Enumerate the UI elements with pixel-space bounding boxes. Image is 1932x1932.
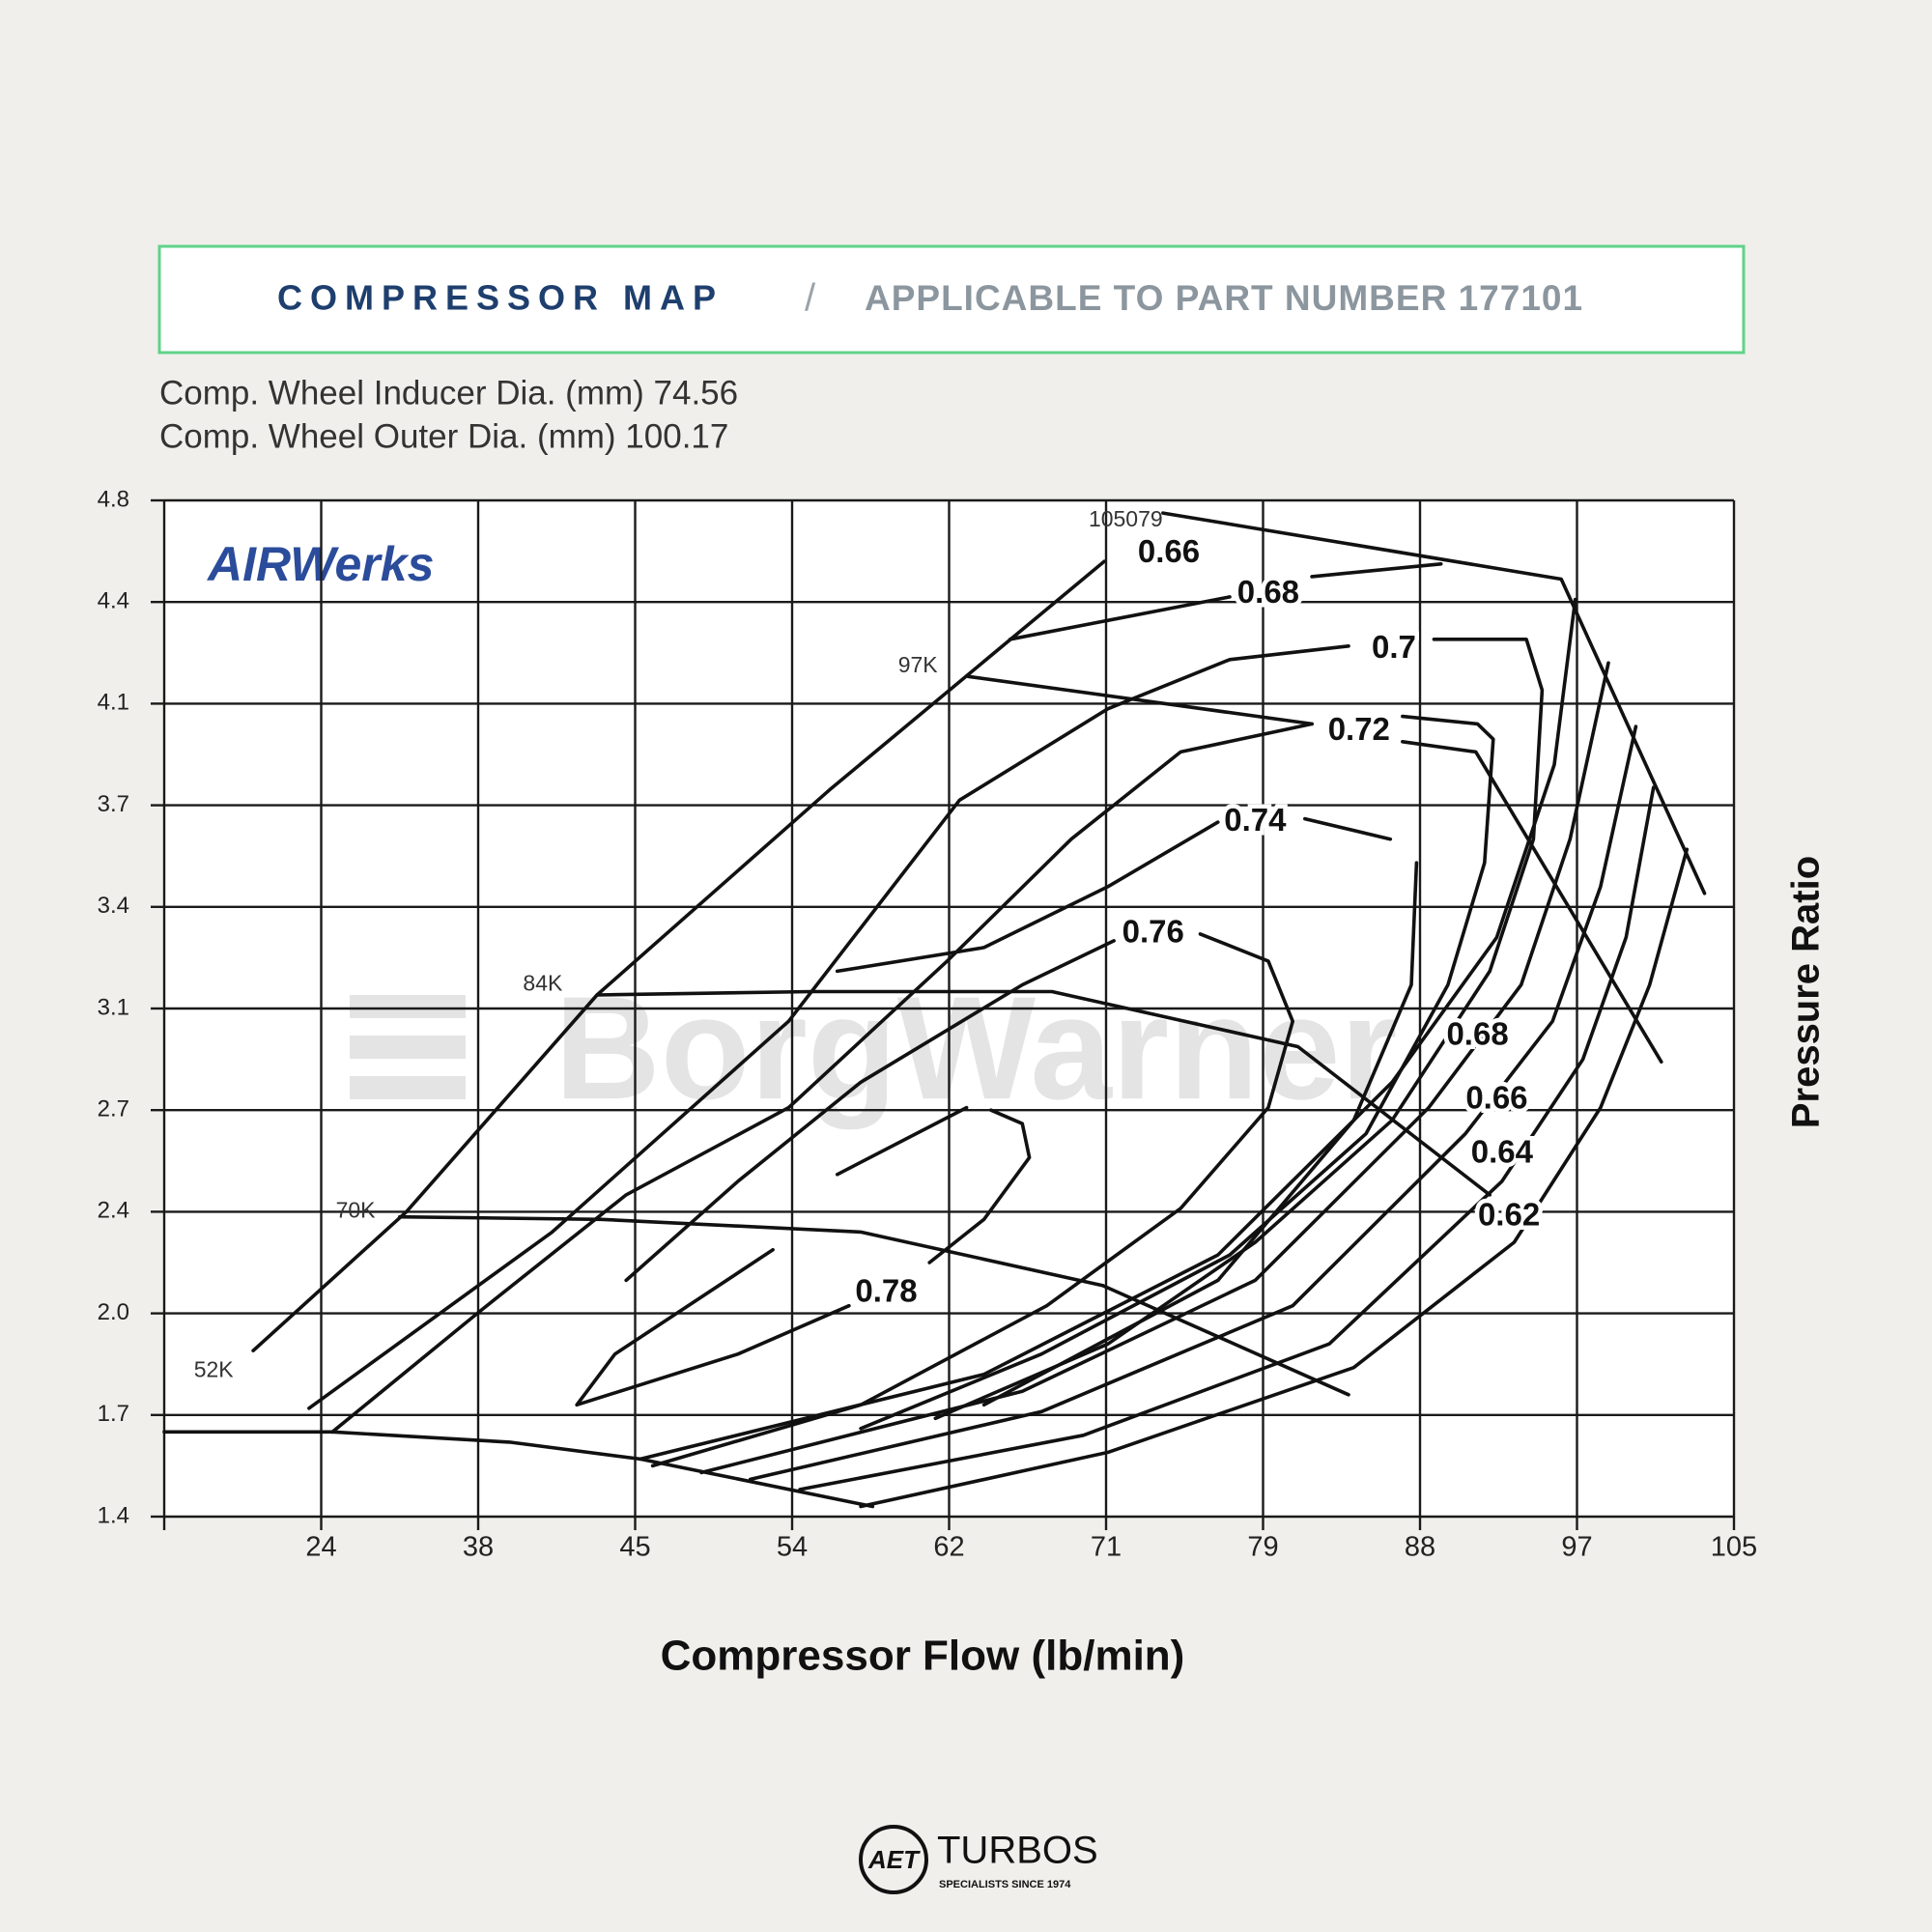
footer-logo: AET TURBOS SPECIALISTS SINCE 1974 <box>859 1825 1098 1894</box>
x-tick-label: 38 <box>463 1532 494 1563</box>
efficiency-contour <box>307 644 1350 1410</box>
speed-line <box>1161 511 1707 895</box>
speed-line <box>162 1430 875 1509</box>
header-box <box>157 244 1746 355</box>
efficiency-contour <box>330 722 1314 1435</box>
efficiency-contour <box>650 932 1294 1468</box>
efficiency-label: 0.78 <box>855 1272 917 1308</box>
efficiency-label: 0.68 <box>1446 1016 1508 1052</box>
speed-label: 105079 <box>1089 506 1163 531</box>
speed-line <box>398 1214 1350 1397</box>
y-tick-label: 2.7 <box>98 1096 129 1122</box>
speed-label: 70K <box>336 1197 377 1222</box>
efficiency-contour <box>748 724 1638 1482</box>
y-axis-title: Pressure Ratio <box>1785 856 1828 1128</box>
efficiency-contour <box>981 861 1419 1407</box>
speed-label: 84K <box>523 971 563 996</box>
y-tick-label: 2.0 <box>98 1299 129 1325</box>
efficiency-contour <box>835 1105 969 1177</box>
spec-line: Comp. Wheel Outer Dia. (mm) 100.17 <box>159 417 728 455</box>
efficiency-label: 0.66 <box>1465 1079 1527 1115</box>
speed-label: 52K <box>194 1356 235 1381</box>
x-tick-label: 79 <box>1247 1532 1278 1563</box>
y-tick-label: 2.4 <box>98 1198 129 1224</box>
badge-ring <box>859 1825 928 1894</box>
plot: 1.4 1.7 2.0 2.4 2.7 3.1 3.4 3.7 4.1 4.4 4.8 24 38 45 5… <box>98 486 1758 1562</box>
y-tick-label: 3.7 <box>98 791 129 817</box>
efficiency-contour <box>699 661 1610 1475</box>
speed-line <box>595 989 1492 1197</box>
x-axis-title: Compressor Flow (lb/min) <box>661 1633 1185 1680</box>
efficiency-contour <box>639 597 1577 1462</box>
efficiency-label: 0.72 <box>1328 711 1390 747</box>
efficiency-label: 0.74 <box>1224 802 1287 838</box>
efficiency-label: 0.68 <box>1237 574 1299 610</box>
logo: AIRWerks <box>206 537 434 591</box>
y-tick-label: 4.4 <box>98 588 129 614</box>
x-tick-label: 54 <box>777 1532 808 1563</box>
y-tick-label: 4.1 <box>98 690 129 716</box>
y-tick-label: 1.4 <box>98 1502 129 1528</box>
x-tick-label: 71 <box>1091 1532 1122 1563</box>
efficiency-contour <box>1008 595 1232 641</box>
y-tick-label: 3.4 <box>98 893 129 919</box>
efficiency-label: 0.64 <box>1471 1134 1534 1170</box>
watermark-shape <box>350 1036 466 1059</box>
watermark-shape <box>350 995 466 1018</box>
efficiency-contour <box>575 1248 851 1407</box>
efficiency-contour <box>1310 562 1443 579</box>
efficiency-label: 0.62 <box>1478 1196 1540 1232</box>
brand-text: TURBOS <box>937 1830 1098 1872</box>
header-title: COMPRESSOR MAP <box>277 278 724 318</box>
y-tick-label: 1.7 <box>98 1401 129 1427</box>
header-separator: / <box>805 277 816 320</box>
x-tick-label: 105 <box>1711 1532 1757 1563</box>
watermark-shape <box>350 1076 466 1099</box>
header-subtitle: APPLICABLE TO PART NUMBER 177101 <box>865 278 1583 318</box>
y-tick-label: 3.1 <box>98 994 129 1020</box>
y-tick-label: 4.8 <box>98 486 129 512</box>
efficiency-label: 0.66 <box>1138 533 1200 569</box>
efficiency-contour <box>798 785 1656 1492</box>
efficiency-contour <box>927 1108 1032 1264</box>
efficiency-contour <box>859 847 1690 1509</box>
efficiency-contour <box>835 820 1220 974</box>
speed-label: 97K <box>898 652 939 677</box>
speed-line <box>966 674 1663 1064</box>
efficiency-label: 0.7 <box>1372 629 1416 665</box>
badge-text: AET <box>867 1845 921 1874</box>
x-tick-label: 45 <box>619 1532 650 1563</box>
efficiency-contour <box>859 714 1495 1431</box>
efficiency-label: 0.76 <box>1122 914 1184 950</box>
x-tick-label: 24 <box>305 1532 336 1563</box>
x-tick-label: 62 <box>933 1532 964 1563</box>
x-tick-label: 88 <box>1405 1532 1435 1563</box>
x-tick-label: 97 <box>1561 1532 1592 1563</box>
efficiency-contour <box>1303 816 1393 841</box>
efficiency-contour <box>624 939 1116 1283</box>
spec-line: Comp. Wheel Inducer Dia. (mm) 74.56 <box>159 374 738 412</box>
tagline: SPECIALISTS SINCE 1974 <box>939 1879 1071 1890</box>
